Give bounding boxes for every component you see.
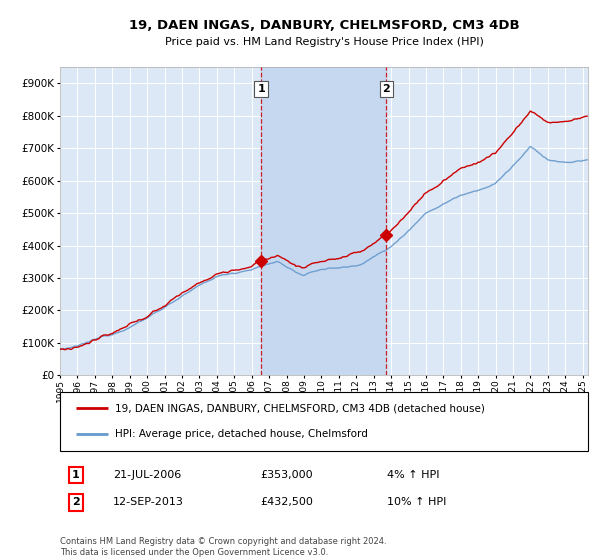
Text: Price paid vs. HM Land Registry's House Price Index (HPI): Price paid vs. HM Land Registry's House … — [164, 37, 484, 47]
Text: 10% ↑ HPI: 10% ↑ HPI — [388, 497, 447, 507]
Text: £432,500: £432,500 — [260, 497, 314, 507]
Text: 12-SEP-2013: 12-SEP-2013 — [113, 497, 184, 507]
Text: Contains HM Land Registry data © Crown copyright and database right 2024.: Contains HM Land Registry data © Crown c… — [60, 537, 386, 546]
Bar — [261, 67, 386, 375]
Text: This data is licensed under the Open Government Licence v3.0.: This data is licensed under the Open Gov… — [60, 548, 328, 557]
Text: 19, DAEN INGAS, DANBURY, CHELMSFORD, CM3 4DB: 19, DAEN INGAS, DANBURY, CHELMSFORD, CM3… — [128, 18, 520, 32]
Text: 2: 2 — [382, 84, 390, 94]
Text: 4% ↑ HPI: 4% ↑ HPI — [388, 470, 440, 480]
Text: £353,000: £353,000 — [260, 470, 313, 480]
Text: 21-JUL-2006: 21-JUL-2006 — [113, 470, 181, 480]
FancyBboxPatch shape — [60, 392, 588, 451]
Text: HPI: Average price, detached house, Chelmsford: HPI: Average price, detached house, Chel… — [115, 430, 368, 440]
Text: 1: 1 — [257, 84, 265, 94]
Text: 19, DAEN INGAS, DANBURY, CHELMSFORD, CM3 4DB (detached house): 19, DAEN INGAS, DANBURY, CHELMSFORD, CM3… — [115, 403, 485, 413]
Text: 2: 2 — [72, 497, 80, 507]
Text: 1: 1 — [72, 470, 80, 480]
